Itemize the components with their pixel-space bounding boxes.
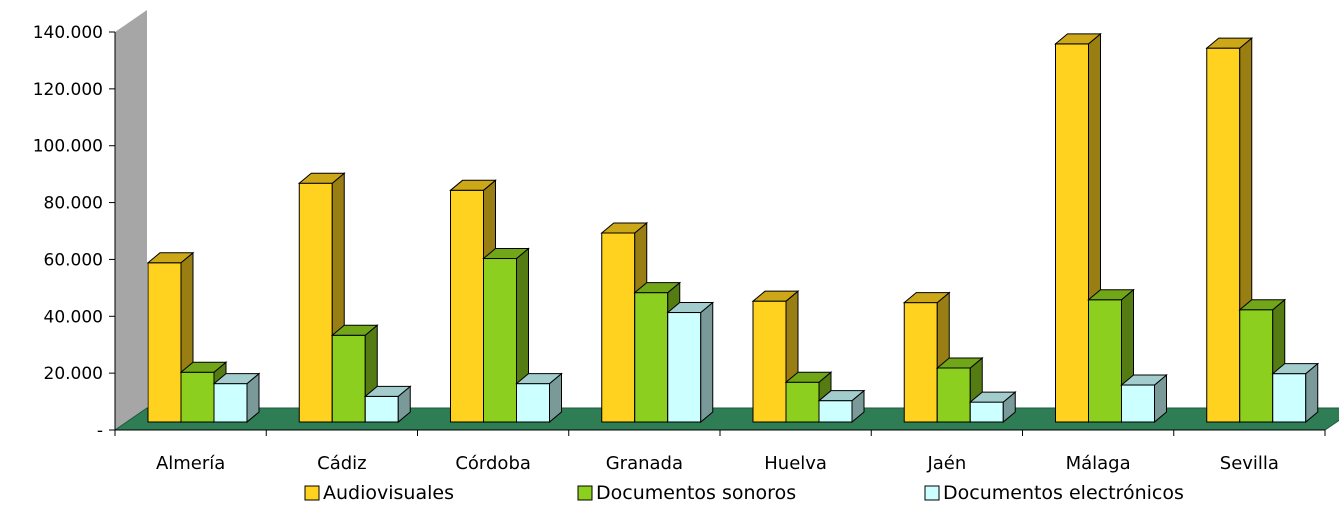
bar-top [330, 324, 379, 336]
bar-front [298, 182, 333, 423]
bar-front [785, 381, 820, 423]
legend-label: Documentos sonoros [596, 482, 796, 504]
bar-front [601, 232, 636, 423]
bar-front [667, 312, 702, 423]
y-tick-label: 40.000 [44, 307, 103, 327]
legend-item: Audiovisuales [304, 482, 454, 504]
side-wall-panel [115, 10, 147, 430]
bar-top [817, 390, 866, 402]
x-tick-label: Jaén [926, 453, 966, 474]
x-axis: Almería Cádiz Córdoba Granada Huelva Jaén Mála… [114, 429, 1326, 474]
bar [1238, 298, 1287, 424]
bar-front [516, 383, 550, 423]
bar-top [297, 172, 346, 184]
bar-front [1239, 309, 1274, 423]
bar-top [482, 248, 530, 260]
bar-top [449, 179, 497, 191]
chart-side-wall [115, 10, 147, 430]
x-tick-label: Málaga [1066, 453, 1131, 474]
legend-label: Documentos electrónicos [943, 482, 1184, 504]
bar-side [700, 301, 714, 424]
bar-top [935, 357, 984, 369]
bar-top [751, 290, 800, 302]
bar-front [634, 292, 669, 423]
bar [1120, 373, 1168, 424]
bar-top [633, 282, 682, 294]
bar-top [600, 222, 649, 234]
bar-top [179, 361, 228, 373]
bar [817, 389, 866, 424]
bar [666, 301, 715, 424]
bar [968, 391, 1017, 424]
bar [1054, 32, 1102, 424]
bar [146, 251, 195, 424]
bar-front [483, 258, 517, 423]
legend-item: Documentos sonoros [577, 482, 796, 504]
bar-top [666, 302, 715, 314]
bar-top [784, 371, 833, 383]
bar-front [147, 262, 182, 423]
bar-front [969, 401, 1004, 423]
bar-front [1272, 373, 1307, 423]
bar-front [1088, 299, 1122, 423]
y-tick-label: 20.000 [44, 364, 103, 384]
bar-front [364, 395, 399, 423]
bar-top [363, 385, 412, 397]
bar-front [818, 400, 853, 423]
bar-top [1205, 37, 1254, 49]
bar-front [1121, 384, 1155, 423]
x-tick-label: Almería [156, 453, 225, 474]
legend: Audiovisuales Documentos sonoros Documento… [304, 482, 1184, 504]
bar [515, 372, 563, 424]
y-tick-label: 120.000 [33, 80, 103, 100]
y-axis: - 20.000 40.000 60.000 80.000 100.000 120.000 1… [33, 23, 116, 441]
bar-front [1206, 47, 1241, 423]
y-tick-label: 140.000 [33, 23, 103, 43]
bar-front [331, 334, 366, 423]
bar [1271, 362, 1320, 424]
bar [482, 247, 530, 424]
legend-label: Audiovisuales [323, 482, 454, 504]
bar [902, 291, 951, 424]
legend-swatch [304, 485, 320, 501]
x-tick-label: Sevilla [1220, 453, 1279, 474]
bar-front [450, 189, 484, 423]
bar-top [212, 373, 261, 385]
x-tick-label: Huelva [764, 453, 827, 474]
bar-top [1087, 289, 1135, 301]
bar-front [903, 302, 938, 423]
bar [212, 372, 261, 424]
bar-top [515, 373, 563, 385]
y-tick-label: 60.000 [44, 250, 103, 270]
bar-front [180, 371, 215, 423]
bar-top [968, 391, 1017, 403]
y-tick-label: 80.000 [44, 194, 103, 214]
x-tick-label: Granada [606, 453, 683, 474]
bar-top [1120, 374, 1168, 386]
bar-top [1271, 363, 1320, 375]
x-tick-label: Córdoba [455, 453, 531, 474]
legend-item: Documentos electrónicos [924, 482, 1184, 504]
bar [363, 385, 412, 424]
bar-front [213, 383, 248, 423]
bar-front [1055, 43, 1089, 423]
y-tick-label: - [97, 421, 103, 441]
legend-swatch [577, 485, 593, 501]
bar-top [146, 252, 195, 264]
bars-group [146, 32, 1320, 424]
y-tick-label: 100.000 [33, 137, 103, 157]
x-tick-label: Cádiz [317, 453, 366, 474]
bar-top [1054, 33, 1102, 45]
bar-top [902, 292, 951, 304]
bar-top [1238, 299, 1287, 311]
bar-front [752, 300, 787, 423]
legend-swatch [924, 485, 940, 501]
bar-front [936, 367, 971, 423]
